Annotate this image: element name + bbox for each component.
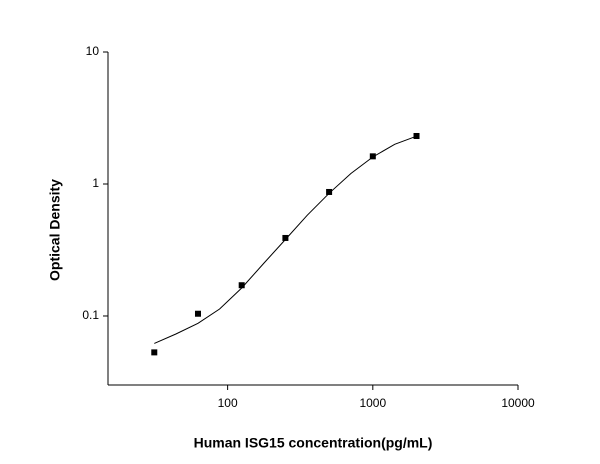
x-tick-label: 100 [218, 396, 238, 410]
data-point [413, 132, 420, 139]
x-tick-label: 10000 [501, 396, 535, 410]
y-tick-label: 10 [86, 44, 100, 58]
data-point [194, 310, 201, 317]
data-point [369, 153, 376, 160]
data-point [151, 349, 158, 356]
fit-curve [154, 135, 417, 344]
data-point [282, 234, 289, 241]
x-tick-label: 1000 [359, 396, 386, 410]
y-tick-label: 1 [92, 176, 99, 190]
data-point [238, 282, 245, 289]
y-tick-label: 0.1 [82, 308, 99, 322]
x-axis-title: Human ISG15 concentration(pg/mL) [194, 435, 433, 451]
y-axis-title: Optical Density [47, 179, 63, 281]
data-point [326, 188, 333, 195]
